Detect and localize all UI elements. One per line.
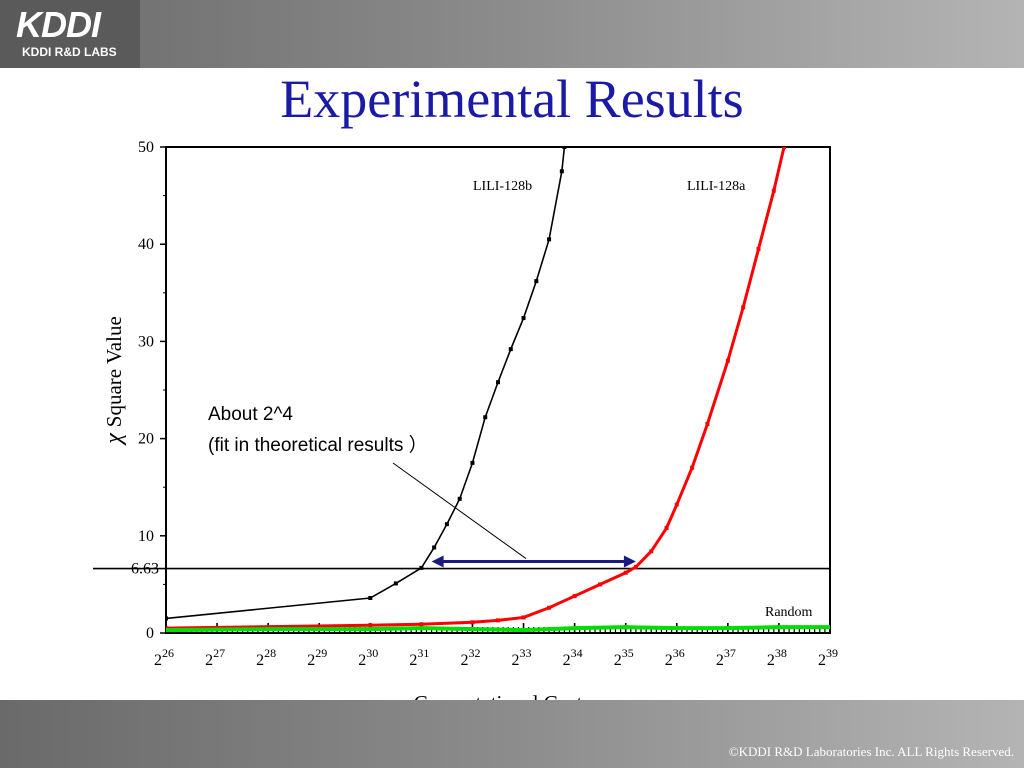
data-point-random [828, 625, 830, 630]
series-line-random [166, 625, 830, 633]
data-point-lili-128a [771, 188, 776, 193]
data-point-random [623, 625, 628, 630]
annotation-arrow-head-right [623, 555, 636, 568]
reference-line-label: 6.63 [131, 561, 159, 578]
data-point-lili-128b [457, 496, 462, 501]
slide-title: Experimental Results [280, 69, 744, 129]
data-point-lili-128a [368, 623, 373, 628]
data-point-lili-128b [419, 565, 424, 570]
data-point-random [521, 628, 526, 633]
data-point-lili-128b [508, 347, 513, 352]
header-bar: KDDI KDDI R&D LABS [0, 0, 1024, 68]
data-point-lili-128a [649, 549, 654, 554]
data-point-lili-128a [674, 502, 679, 507]
x-tick-label: 238 [767, 646, 787, 669]
data-point-lili-128a [521, 615, 526, 620]
x-tick-label: 226 [154, 646, 174, 669]
footer-bar: ©KDDI R&D Laboratories Inc. ALL Rights R… [0, 700, 1024, 768]
annotation-line-1: About 2^4 [208, 404, 293, 425]
y-axis-label-group: χ Square Value [101, 316, 127, 446]
x-tick-label: 234 [563, 646, 583, 669]
x-tick-label: 228 [256, 646, 276, 669]
x-tick-label: 231 [409, 646, 429, 669]
data-point-lili-128a [756, 247, 761, 252]
x-tick-label: 239 [818, 646, 838, 669]
data-point-lili-128b [393, 581, 398, 586]
data-point-lili-128a [725, 358, 730, 363]
data-point-lili-128b [521, 316, 526, 321]
x-tick-label: 236 [665, 646, 685, 669]
data-point-random [776, 625, 781, 630]
x-tick-label: 237 [716, 646, 736, 669]
data-point-lili-128a [741, 305, 746, 310]
data-point-random [166, 628, 168, 633]
logo-sub-text: KDDI R&D LABS [22, 45, 117, 59]
y-tick-label: 0 [146, 625, 154, 642]
series-label-lili-128a: LILI-128a [687, 179, 746, 194]
y-tick-label: 40 [138, 236, 154, 253]
data-point-random [725, 626, 730, 631]
x-tick-label: 233 [512, 646, 532, 669]
copyright-text: ©KDDI R&D Laboratories Inc. ALL Rights R… [728, 744, 1014, 759]
data-point-lili-128a [572, 594, 577, 599]
data-point-lili-128b [547, 237, 552, 242]
data-point-lili-128a [782, 147, 787, 149]
x-tick-label: 230 [358, 646, 378, 669]
data-point-lili-128a [496, 618, 500, 623]
data-point-random [419, 626, 424, 631]
data-point-lili-128a [705, 422, 710, 427]
data-point-lili-128b [166, 616, 168, 621]
x-tick-label: 229 [307, 646, 327, 669]
y-tick-label: 20 [138, 431, 154, 448]
data-point-lili-128a [598, 582, 603, 587]
data-point-lili-128a [419, 622, 424, 627]
data-point-random [266, 627, 271, 632]
chart-panel: 0 10 20 30 40 50 226 227 228 229 230 231 232 233 234 23… [93, 138, 847, 720]
y-tick-label: 30 [138, 333, 154, 350]
series-label-random: Random [765, 605, 813, 620]
data-point-random [572, 626, 577, 631]
data-point-lili-128b [496, 380, 500, 385]
series-line-lili-128a [166, 147, 786, 630]
data-point-lili-128b [483, 415, 488, 420]
data-point-lili-128b [534, 279, 539, 284]
logo-main-text: KDDI [16, 4, 101, 45]
x-tick-label: 232 [460, 646, 480, 669]
data-point-lili-128a [547, 605, 552, 610]
data-point-random [368, 627, 373, 632]
data-point-random [470, 627, 475, 632]
data-point-lili-128a [633, 564, 638, 569]
data-point-lili-128b [368, 596, 373, 601]
y-axis-label: χ Square Value [101, 316, 127, 446]
y-tick-label: 50 [138, 139, 154, 156]
x-tick-label: 235 [614, 646, 634, 669]
series-label-lili-128b: LILI-128b [473, 179, 532, 194]
data-point-lili-128a [470, 620, 475, 625]
annotation-line-2: (fit in theoretical results ） [208, 434, 428, 456]
data-point-lili-128b [432, 545, 437, 550]
data-point-lili-128b [562, 147, 567, 149]
data-point-lili-128a [664, 526, 669, 531]
data-point-lili-128b [559, 169, 564, 174]
annotation-leader-line [392, 462, 527, 559]
data-point-lili-128a [690, 465, 695, 470]
y-tick-label: 10 [138, 528, 154, 545]
series-line-lili-128b [166, 147, 566, 620]
data-point-lili-128a [623, 570, 628, 575]
kddi-logo: KDDI KDDI R&D LABS [0, 0, 140, 68]
chi-square-chart: 0 10 20 30 40 50 226 227 228 229 230 231 232 233 234 23… [93, 139, 838, 715]
data-point-lili-128b [444, 522, 449, 527]
data-point-lili-128b [470, 460, 475, 465]
series-group [166, 147, 830, 633]
x-tick-label: 227 [205, 646, 225, 669]
data-point-random [674, 626, 679, 631]
annotation-arrow-head-left [431, 555, 444, 568]
